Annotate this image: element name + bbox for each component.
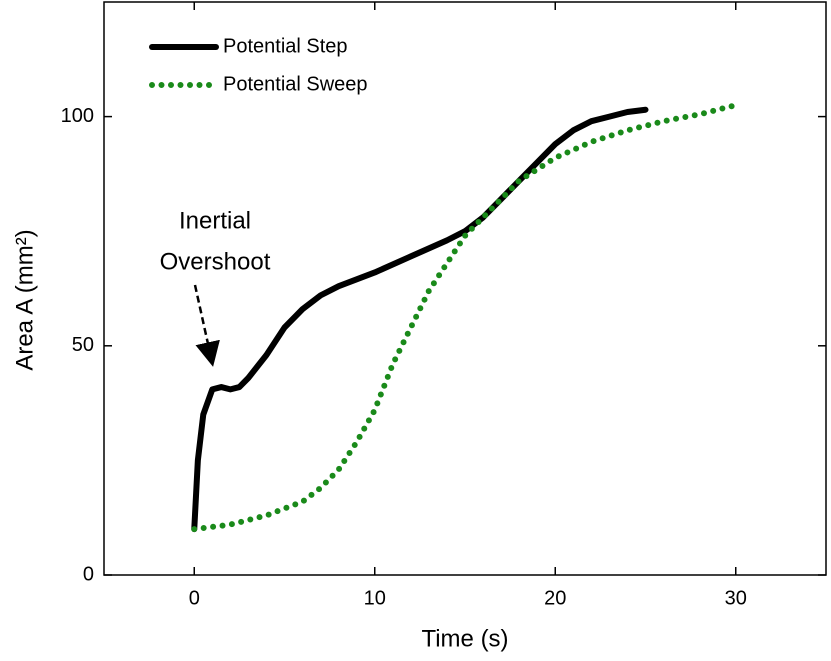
- y-tick-label: 100: [61, 105, 94, 127]
- data-line: [191, 102, 739, 533]
- annotation: Overshoot: [160, 248, 271, 275]
- legend-label: Potential Step: [223, 35, 348, 57]
- x-axis-label: Time (s): [421, 625, 508, 652]
- legend-label: Potential Sweep: [223, 73, 368, 95]
- x-tick-label: 30: [725, 587, 747, 609]
- x-tick-label: 20: [544, 587, 566, 609]
- plot-frame: [103, 1, 827, 576]
- y-tick-label: 0: [83, 563, 94, 585]
- x-tick-label: 10: [364, 587, 386, 609]
- y-axis-label: Area A (mm²): [11, 229, 38, 370]
- data-line: [191, 106, 649, 533]
- y-tick-label: 50: [72, 334, 94, 356]
- annotation-arrow: [193, 284, 220, 367]
- x-tick-label: 0: [189, 587, 200, 609]
- annotation: Inertial: [179, 207, 251, 234]
